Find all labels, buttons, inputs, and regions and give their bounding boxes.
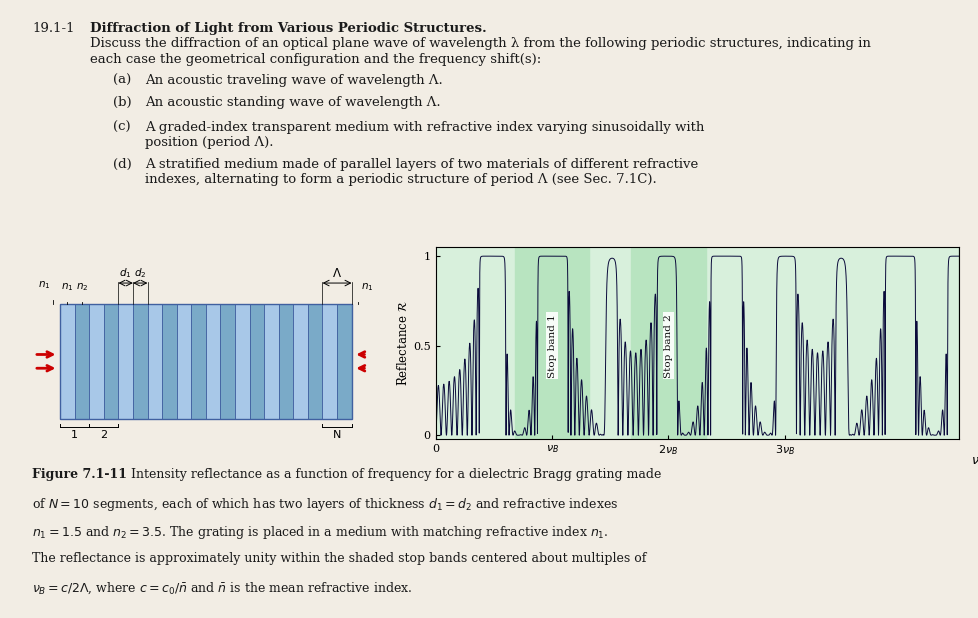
Bar [148, 304, 162, 418]
Bar [60, 304, 74, 418]
Bar [104, 304, 118, 418]
Bar [249, 304, 264, 418]
Text: An acoustic traveling wave of wavelength Λ.: An acoustic traveling wave of wavelength… [145, 74, 442, 87]
Text: $n_1$: $n_1$ [61, 282, 73, 294]
Text: 2: 2 [100, 430, 108, 440]
Text: of $N = 10$ segments, each of which has two layers of thickness $d_1 = d_2$ and : of $N = 10$ segments, each of which has … [32, 496, 618, 513]
Bar [162, 304, 176, 418]
Bar [205, 304, 220, 418]
Text: position (period Λ).: position (period Λ). [145, 136, 273, 149]
Bar [191, 304, 205, 418]
Bar [336, 304, 351, 418]
Text: N: N [333, 430, 341, 440]
Bar [279, 304, 293, 418]
Text: $n_1 = 1.5$ and $n_2 = 3.5$. The grating is placed in a medium with matching ref: $n_1 = 1.5$ and $n_2 = 3.5$. The grating… [32, 524, 608, 541]
X-axis label: $\nu$: $\nu$ [970, 454, 978, 467]
Bar [133, 304, 148, 418]
Text: (d): (d) [112, 158, 131, 171]
Text: $d_1$: $d_1$ [119, 266, 132, 280]
Bar [89, 304, 104, 418]
Text: Discuss the diffraction of an optical plane wave of wavelength λ from the follow: Discuss the diffraction of an optical pl… [90, 37, 870, 50]
Bar [514, 247, 589, 439]
Text: (a): (a) [112, 74, 131, 87]
Text: $n_2$: $n_2$ [75, 282, 88, 294]
Bar [60, 304, 351, 418]
Bar [264, 304, 279, 418]
Bar [322, 304, 336, 418]
Text: each case the geometrical configuration and the frequency shift(s):: each case the geometrical configuration … [90, 53, 541, 66]
Bar [293, 304, 308, 418]
Bar [74, 304, 89, 418]
Y-axis label: Reflectance $\mathcal{R}$: Reflectance $\mathcal{R}$ [396, 300, 410, 386]
Text: 1: 1 [71, 430, 78, 440]
Text: $n_1$: $n_1$ [38, 280, 51, 292]
Text: A graded-index transparent medium with refractive index varying sinusoidally wit: A graded-index transparent medium with r… [145, 121, 703, 133]
Text: A stratified medium made of parallel layers of two materials of different refrac: A stratified medium made of parallel lay… [145, 158, 697, 171]
Text: Stop band 2: Stop band 2 [663, 314, 672, 378]
Text: The reflectance is approximately unity within the shaded stop bands centered abo: The reflectance is approximately unity w… [32, 552, 646, 565]
Text: Stop band 1: Stop band 1 [547, 314, 556, 378]
Bar [220, 304, 235, 418]
Bar [631, 247, 705, 439]
Text: (c): (c) [112, 121, 130, 133]
Text: Intensity reflectance as a function of frequency for a dielectric Bragg grating : Intensity reflectance as a function of f… [123, 468, 661, 481]
Text: An acoustic standing wave of wavelength Λ.: An acoustic standing wave of wavelength … [145, 96, 440, 109]
Bar [308, 304, 322, 418]
Text: $\Lambda$: $\Lambda$ [332, 267, 341, 280]
Text: $n_1$: $n_1$ [361, 282, 374, 294]
Text: 19.1-1: 19.1-1 [32, 22, 74, 35]
Bar [176, 304, 191, 418]
Text: (b): (b) [112, 96, 131, 109]
Text: Diffraction of Light from Various Periodic Structures.: Diffraction of Light from Various Period… [90, 22, 486, 35]
Bar [235, 304, 249, 418]
Text: indexes, alternating to form a periodic structure of period Λ (see Sec. 7.1C).: indexes, alternating to form a periodic … [145, 173, 656, 186]
Bar [118, 304, 133, 418]
Text: Figure 7.1-11: Figure 7.1-11 [32, 468, 127, 481]
Text: $d_2$: $d_2$ [134, 266, 147, 280]
Text: $\nu_B = c/2\Lambda$, where $c = c_0/\bar{n}$ and $\bar{n}$ is the mean refracti: $\nu_B = c/2\Lambda$, where $c = c_0/\ba… [32, 581, 413, 596]
